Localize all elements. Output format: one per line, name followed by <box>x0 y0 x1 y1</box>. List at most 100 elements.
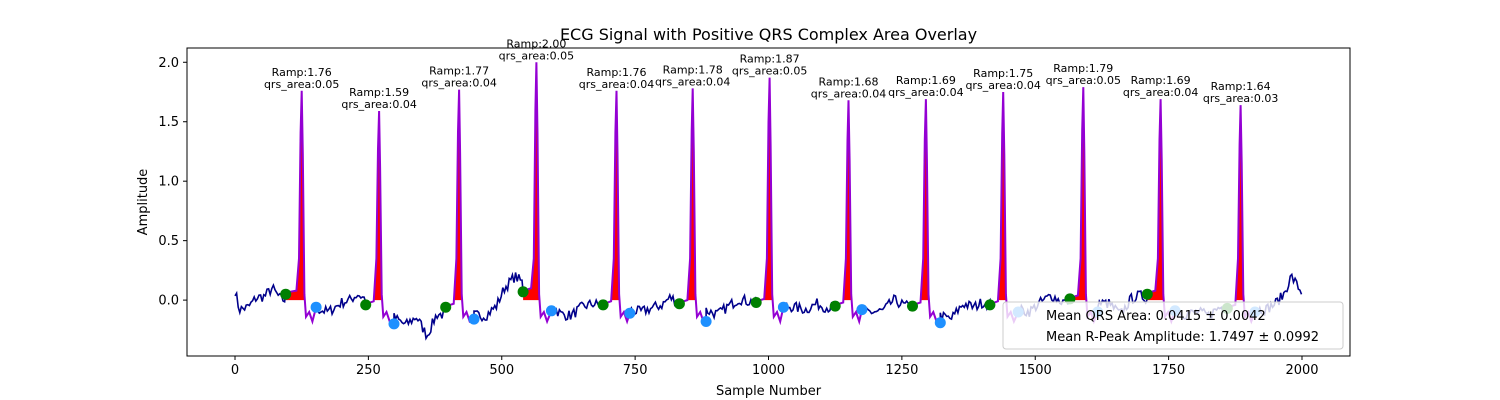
plot-area: Ramp:1.76qrs_area:0.05Ramp:1.59qrs_area:… <box>234 37 1303 341</box>
x-tick-label: 1000 <box>752 363 785 378</box>
ecg-signal-segment <box>315 293 367 317</box>
qrs-area-label: qrs_area:0.04 <box>888 86 963 99</box>
qrs-onset-marker <box>440 301 452 313</box>
qrs-area-label: qrs_area:0.05 <box>732 65 807 78</box>
qrs-onset-marker <box>360 299 372 311</box>
x-tick-label: 1250 <box>885 363 918 378</box>
qrs-onset-marker <box>1141 288 1153 300</box>
qrs-area-fill <box>365 111 382 301</box>
x-tick-label: 250 <box>356 363 381 378</box>
ecg-signal-segment <box>629 292 681 317</box>
r-peak-amplitude-label: Ramp:1.69 <box>896 74 956 87</box>
r-peak-amplitude-label: Ramp:1.79 <box>1053 62 1113 75</box>
qrs-area-label: qrs_area:0.04 <box>811 87 886 100</box>
r-peak-amplitude-label: Ramp:2.00 <box>506 37 566 50</box>
chart-title: ECG Signal with Positive QRS Complex Are… <box>560 25 977 44</box>
qrs-complex-line <box>755 77 785 326</box>
ecg-signal-segment <box>861 294 914 315</box>
qrs-area-label: qrs_area:0.05 <box>1046 74 1121 87</box>
qrs-offset-marker <box>934 317 946 329</box>
x-tick-label: 0 <box>231 363 239 378</box>
qrs-area-fill <box>756 77 773 301</box>
r-peak-amplitude-label: Ramp:1.75 <box>973 67 1033 80</box>
qrs-area-fill <box>1069 87 1086 301</box>
legend-entry-mean-r-peak-amplitude: Mean R-Peak Amplitude: 1.7497 ± 0.0992 <box>1046 330 1319 345</box>
qrs-area-label: qrs_area:0.04 <box>341 98 416 111</box>
qrs-onset-marker <box>750 297 762 308</box>
x-tick-label: 500 <box>489 363 514 378</box>
qrs-area-label: qrs_area:0.04 <box>655 75 730 88</box>
legend: Mean QRS Area: 0.0415 ± 0.0042 Mean R-Pe… <box>1002 301 1344 350</box>
qrs-onset-marker <box>280 288 292 300</box>
qrs-offset-marker <box>468 313 480 325</box>
qrs-offset-marker <box>310 301 322 313</box>
qrs-area-fill <box>603 90 620 301</box>
qrs-complex-line <box>912 99 941 324</box>
ecg-signal-segment <box>782 298 836 315</box>
qrs-onset-marker <box>829 300 841 312</box>
x-tick-label: 1500 <box>1019 363 1052 378</box>
qrs-area-fill <box>912 99 929 301</box>
qrs-offset-marker <box>856 304 868 316</box>
r-peak-amplitude-label: Ramp:1.76 <box>586 66 646 79</box>
qrs-area-fill <box>679 88 696 301</box>
qrs-complex-line <box>445 89 475 323</box>
r-peak-amplitude-label: Ramp:1.87 <box>740 53 800 66</box>
r-peak-amplitude-label: Ramp:1.68 <box>818 75 878 88</box>
ecg-signal-segment <box>473 271 524 323</box>
r-peak-amplitude-label: Ramp:1.59 <box>349 86 409 99</box>
y-axis: 0.0 0.5 1.0 1.5 2.0 <box>158 56 187 309</box>
y-axis-label: Amplitude <box>136 169 151 236</box>
qrs-offset-marker <box>388 318 400 330</box>
x-axis-label: Sample Number <box>716 384 822 399</box>
qrs-complex-line <box>285 90 318 326</box>
x-tick-label: 2000 <box>1285 363 1318 378</box>
qrs-area-label: qrs_area:0.05 <box>499 49 574 62</box>
r-peak-amplitude-label: Ramp:1.77 <box>429 65 489 78</box>
y-tick-label: 1.0 <box>158 175 179 190</box>
qrs-complex-line <box>365 110 395 325</box>
ecg-signal-segment <box>939 297 991 323</box>
qrs-onset-marker <box>984 299 996 311</box>
qrs-area-label: qrs_area:0.03 <box>1203 92 1278 105</box>
qrs-area-label: qrs_area:0.04 <box>965 79 1040 92</box>
y-tick-label: 0.0 <box>158 294 179 309</box>
y-tick-label: 1.5 <box>158 115 179 130</box>
ecg-signal-segment <box>550 297 604 321</box>
qrs-area-label: qrs_area:0.04 <box>421 77 496 90</box>
x-tick-label: 750 <box>623 363 648 378</box>
r-peak-amplitude-label: Ramp:1.78 <box>663 63 723 76</box>
qrs-complex-line <box>678 88 707 323</box>
y-tick-label: 2.0 <box>158 56 179 71</box>
r-peak-amplitude-label: Ramp:1.76 <box>272 66 332 79</box>
qrs-area-fill <box>835 100 852 301</box>
r-peak-amplitude-label: Ramp:1.64 <box>1211 80 1271 93</box>
qrs-offset-marker <box>777 301 789 313</box>
qrs-area-fill <box>445 89 462 301</box>
legend-box <box>1002 301 1344 350</box>
qrs-area-label: qrs_area:0.04 <box>579 78 654 91</box>
qrs-offset-marker <box>624 307 636 319</box>
qrs-area-fill <box>523 62 540 301</box>
legend-entry-mean-qrs-area: Mean QRS Area: 0.0415 ± 0.0042 <box>1046 309 1266 324</box>
qrs-complex-line <box>522 62 553 325</box>
qrs-onset-marker <box>597 299 609 311</box>
qrs-onset-marker <box>907 300 918 312</box>
y-tick-label: 0.5 <box>158 234 179 249</box>
ecg-signal-segment <box>705 292 757 322</box>
qrs-onset-marker <box>517 286 529 298</box>
ecg-signal-segment <box>393 307 447 341</box>
qrs-area-label: qrs_area:0.05 <box>264 78 339 91</box>
qrs-offset-marker <box>700 316 712 327</box>
qrs-area-fill <box>989 92 1006 301</box>
r-peak-amplitude-label: Ramp:1.69 <box>1131 74 1191 87</box>
qrs-area-fill <box>1227 105 1244 301</box>
x-tick-label: 1750 <box>1152 363 1185 378</box>
qrs-offset-marker <box>545 305 557 317</box>
qrs-area-label: qrs_area:0.04 <box>1123 86 1198 99</box>
qrs-area-fill <box>1147 99 1164 301</box>
qrs-onset-marker <box>673 298 685 310</box>
ecg-signal-segment <box>234 282 287 316</box>
x-axis: 0 250 500 750 1000 1250 1500 1750 2000 <box>231 356 1319 378</box>
